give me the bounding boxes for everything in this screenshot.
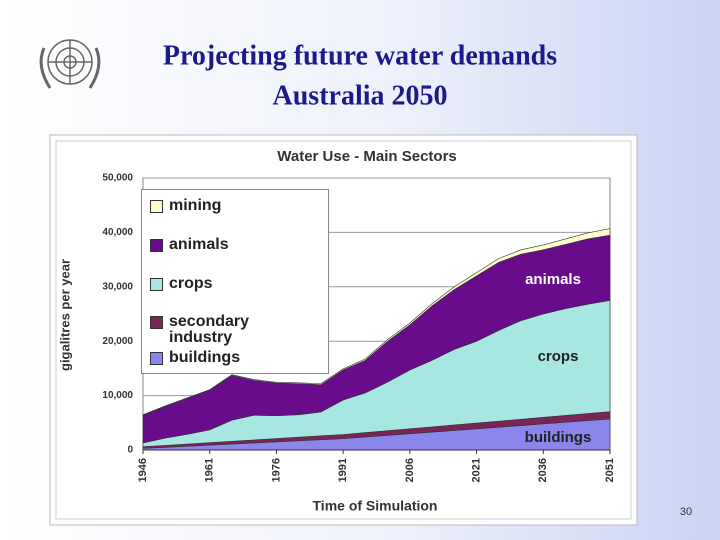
- chart-title: Water Use - Main Sectors: [277, 148, 457, 165]
- y-axis-label: gigalitres per year: [57, 259, 72, 371]
- x-tick-label: 2021: [470, 458, 482, 482]
- x-tick-label: 2036: [537, 458, 549, 482]
- legend-item: animals: [150, 237, 320, 253]
- legend-item: crops: [150, 276, 320, 292]
- legend-swatch: [150, 316, 163, 329]
- area-annotation: animals: [525, 271, 581, 288]
- legend-label: buildings: [169, 349, 241, 366]
- legend-label: crops: [169, 275, 213, 292]
- area: [142, 228, 611, 416]
- x-tick-label: 1991: [337, 458, 349, 482]
- legend-label: mining: [169, 197, 222, 214]
- slide-title: Australia 2050: [273, 80, 448, 111]
- chart-inner-frame: [55, 140, 632, 520]
- page-number: 30: [680, 506, 692, 518]
- x-axis-label: Time of Simulation: [313, 498, 438, 514]
- y-tick-label: 10,000: [102, 390, 133, 401]
- legend-label: animals: [169, 236, 229, 253]
- legend-swatch: [150, 200, 163, 213]
- y-tick-label: 40,000: [102, 227, 133, 238]
- x-tick-label: 2051: [604, 458, 616, 482]
- x-tick-label: 1976: [270, 458, 282, 482]
- x-tick-label: 2006: [404, 458, 416, 482]
- y-tick-label: 20,000: [102, 336, 133, 347]
- un-logo: [39, 39, 101, 89]
- legend-swatch: [150, 352, 163, 365]
- x-tick-label: 1946: [137, 458, 149, 482]
- legend: mining animals crops secondary industry buil…: [141, 189, 329, 374]
- legend-swatch: [150, 239, 163, 252]
- area-annotation: crops: [538, 348, 579, 365]
- legend-item: mining: [150, 198, 320, 214]
- x-tick-label: 1961: [204, 458, 216, 482]
- y-tick-label: 0: [127, 445, 133, 456]
- y-tick-label: 30,000: [102, 281, 133, 292]
- legend-label: secondary industry: [169, 313, 250, 346]
- slide-title: Projecting future water demands: [163, 40, 557, 71]
- legend-swatch: [150, 278, 163, 291]
- y-tick-label: 50,000: [102, 173, 133, 184]
- legend-item: secondary industry: [150, 314, 320, 346]
- area-annotation: buildings: [525, 429, 592, 446]
- legend-item: buildings: [150, 350, 320, 366]
